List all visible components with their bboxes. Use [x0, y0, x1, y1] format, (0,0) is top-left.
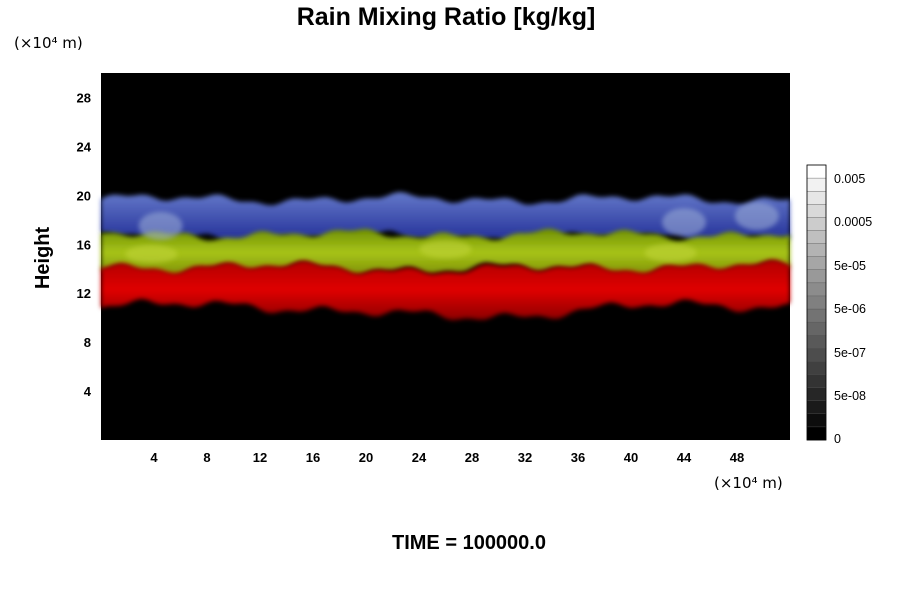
- x-tick-label: 24: [412, 450, 427, 465]
- cloud-plume: [734, 202, 779, 231]
- colorbar-segment: [806, 243, 827, 258]
- x-tick-label: 48: [730, 450, 744, 465]
- y-axis-label: Height: [32, 227, 54, 290]
- green-patch: [419, 240, 472, 259]
- y-tick-label: 16: [77, 237, 91, 252]
- x-tick-label: 20: [359, 450, 373, 465]
- colorbar-segment: [806, 190, 827, 205]
- colorbar-segment: [806, 282, 827, 297]
- y-tick-label: 20: [77, 188, 91, 203]
- y-tick-label: 12: [77, 286, 91, 301]
- y-tick-label: 8: [84, 335, 91, 350]
- colorbar-label: 0.0005: [834, 215, 872, 229]
- colorbar-segment: [806, 374, 827, 389]
- x-tick-label: 28: [465, 450, 479, 465]
- green-patch: [125, 245, 178, 264]
- colorbar-segment: [806, 230, 827, 245]
- colorbar-segment: [806, 177, 827, 192]
- x-tick-label: 16: [306, 450, 320, 465]
- colorbar-segment: [806, 413, 827, 428]
- y-axis-unit: (×10⁴ m): [14, 34, 83, 52]
- colorbar-segment: [806, 269, 827, 284]
- colorbar-segment: [806, 335, 827, 349]
- green-patch: [644, 243, 697, 262]
- colorbar-label: 0.005: [834, 172, 865, 186]
- chart-title: Rain Mixing Ratio [kg/kg]: [297, 3, 596, 31]
- colorbar-label: 5e-08: [834, 389, 866, 403]
- y-tick-label: 4: [84, 384, 92, 399]
- x-tick-label: 36: [571, 450, 585, 465]
- x-tick-label: 4: [150, 450, 158, 465]
- colorbar-frame: [806, 164, 827, 441]
- colorbar-segment: [806, 321, 827, 336]
- colorbar-segment: [806, 348, 827, 362]
- x-tick-label: 44: [677, 450, 692, 465]
- colorbar-segment: [806, 400, 827, 415]
- colorbar-label: 5e-07: [834, 346, 866, 360]
- y-tick-label: 28: [77, 90, 91, 105]
- x-tick-label: 32: [518, 450, 532, 465]
- colorbar-segment: [806, 387, 827, 402]
- x-tick-label: 8: [203, 450, 210, 465]
- y-tick-labels: 4 8 12 16 20 24 28: [77, 90, 92, 399]
- cloud-plume: [138, 211, 183, 240]
- colorbar-segment: [806, 204, 827, 218]
- colorbar-label: 0: [834, 432, 841, 446]
- x-tick-label: 40: [624, 450, 638, 465]
- colorbar: 0.005 0.0005 5e-05 5e-06 5e-07 5e-08 0: [806, 164, 872, 446]
- x-tick-labels: 4 8 12 16 20 24 28 32 36 40 44 48: [150, 450, 744, 465]
- time-label: TIME = 100000.0: [392, 532, 546, 554]
- cloud-plume: [662, 208, 706, 237]
- colorbar-segment: [806, 164, 827, 179]
- y-tick-label: 24: [77, 139, 92, 154]
- colorbar-segment: [806, 308, 827, 323]
- colorbar-segment: [806, 426, 827, 441]
- lower-layer-band: [101, 259, 790, 321]
- colorbar-segment: [806, 256, 827, 271]
- x-tick-label: 12: [253, 450, 267, 465]
- colorbar-segment: [806, 361, 827, 376]
- colorbar-segment: [806, 217, 827, 231]
- colorbar-segment: [806, 295, 827, 310]
- colorbar-label: 5e-05: [834, 259, 866, 273]
- x-axis-unit: (×10⁴ m): [714, 474, 783, 492]
- heatmap-layers: [101, 191, 790, 321]
- colorbar-label: 5e-06: [834, 302, 866, 316]
